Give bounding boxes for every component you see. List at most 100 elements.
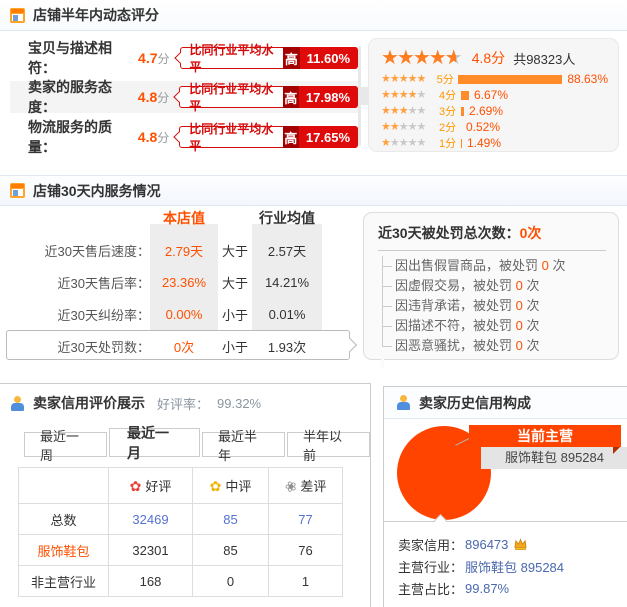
shop-icon [10, 7, 25, 23]
mini-stars-icon: ★★★★★ [381, 88, 426, 101]
stat-label: 主营占比： [398, 581, 464, 597]
service-row-penalty-count: 近30天处罚数： 0次 小于 1.93次 [0, 332, 330, 360]
comparator: 大于 [221, 275, 248, 291]
penalty-count: 0 [515, 298, 523, 313]
dist-bar [457, 74, 563, 84]
dist-bar [461, 106, 464, 116]
score-row-logistics: 物流服务的质量： 4.8 分 比同行业平均水平 高 17.65% [0, 119, 358, 155]
compare-percent: 11.60% [299, 47, 357, 69]
table-row-total: 总数 32469 85 77 [18, 503, 343, 535]
table-row-non-main: 非主营行业 168 0 1 [18, 565, 343, 597]
callout-right-arrow [342, 337, 358, 353]
time-range-tabs: 最近一周 最近一月 最近半年 半年以前 [22, 425, 370, 463]
comparator: 小于 [221, 307, 248, 323]
penalty-suffix: 次 [526, 298, 540, 313]
positive-rate-value: 99.32% [217, 395, 262, 411]
main-category-value: 服饰鞋包 895284 [481, 447, 627, 469]
panel-title: 卖家历史信用构成 [419, 394, 531, 411]
total-positive[interactable]: 32469 [108, 503, 193, 535]
rating-dist-row-5: ★★★★★ 5分 88.63% [381, 71, 608, 87]
section-header-dynamic-score: 店铺半年内动态评分 [0, 0, 627, 31]
score-value: 4.8 [137, 89, 158, 105]
penalty-count: 0 [515, 318, 523, 333]
penalty-count: 0 [515, 338, 523, 353]
rating-dist-row-4: ★★★★★ 4分 6.67% [381, 87, 608, 103]
credit-history-panel: 卖家历史信用构成 当前主营 服饰鞋包 895284 卖家信用： 896473 主… [383, 386, 627, 607]
service-label: 近30天纠纷率： [57, 307, 150, 323]
dist-bar [461, 138, 462, 148]
penalty-total: 0次 [519, 225, 542, 241]
cell-value: 32301 [108, 534, 193, 566]
score-label: 宝贝与描述相符： [28, 40, 112, 76]
dist-percent: 1.49% [467, 136, 502, 150]
crown-icon [513, 537, 528, 552]
empty-header-cell [18, 467, 109, 504]
tab-last-week[interactable]: 最近一周 [24, 429, 108, 463]
service-row-aftersale-speed: 近30天售后速度： 2.79天 大于 2.57天 [0, 236, 330, 264]
cell-value: 76 [268, 534, 343, 566]
penalty-item: 因描述不符，被处罚 0 次 [383, 316, 606, 336]
tab-last-month[interactable]: 最近一月 [109, 425, 200, 461]
penalty-suffix: 次 [526, 338, 540, 353]
score-label: 物流服务的质量： [28, 119, 112, 155]
penalty-suffix: 次 [526, 318, 540, 333]
higher-badge: 高 [283, 47, 300, 69]
service-row-dispute-rate: 近30天纠纷率： 0.00% 小于 0.01% [0, 300, 330, 328]
rating-summary-box: ★★★★ ★ ★ 4.8分 共98323人 ★★★★★ 5分 88.63% ★★★★… [368, 38, 619, 152]
current-main-category-banner: 当前主营 [469, 425, 621, 447]
stat-label: 卖家信用： [398, 537, 464, 553]
total-neutral[interactable]: 85 [192, 503, 269, 535]
mini-stars-icon: ★★★★★ [381, 104, 426, 117]
industry-value: 2.57天 [267, 243, 307, 259]
stat-value: 99.87% [465, 580, 510, 596]
column-header-industry: 行业均值 [259, 210, 315, 226]
panel-title: 卖家信用评价展示 [33, 395, 145, 411]
star-rating-icon: ★★★★ [381, 47, 447, 69]
rating-table: ✿ 好评 ✿ 中评 ❀差评 总数 32469 85 77 服饰鞋包 32301 85… [18, 467, 343, 597]
dist-label: 3分 [439, 106, 457, 118]
shop-value: 2.79天 [164, 243, 204, 259]
seller-avatar-icon [396, 395, 411, 410]
compare-percent: 17.65% [298, 126, 357, 148]
penalty-suffix: 次 [526, 278, 540, 293]
tab-before-half-year[interactable]: 半年以前 [286, 429, 370, 463]
header-positive: ✿ 好评 [108, 467, 193, 504]
comparator: 小于 [221, 339, 248, 355]
stat-label: 主营行业： [398, 559, 464, 575]
higher-badge: 高 [282, 86, 299, 108]
industry-compare-badge: 比同行业平均水平 高 17.65% [173, 122, 358, 153]
industry-value: 14.21% [264, 274, 310, 290]
penalty-item: 因出售假冒商品，被处罚 0 次 [383, 256, 606, 276]
section-header-30day-service: 店铺30天内服务情况 [0, 175, 627, 206]
mini-stars-icon: ★★★★★ [381, 120, 426, 133]
dist-label: 2分 [439, 122, 457, 134]
penalty-text: 因虚假交易，被处罚 [395, 278, 513, 293]
shop-value: 0.00% [165, 306, 203, 322]
credit-stats: 卖家信用： 896473 主营行业： 服饰鞋包 895284 主营占比： 99.… [398, 533, 564, 599]
penalty-text: 因恶意骚扰，被处罚 [395, 338, 513, 353]
divider [384, 521, 627, 522]
service-row-aftersale-rate: 近30天售后率： 23.36% 大于 14.21% [0, 268, 330, 296]
service-label: 近30天售后率： [57, 275, 150, 291]
mini-stars-icon: ★★★★★ [381, 136, 426, 149]
penalty-suffix: 次 [552, 258, 566, 273]
header-label: 好评 [145, 479, 172, 494]
score-row-description: 宝贝与描述相符： 4.7 分 比同行业平均水平 高 11.60% [0, 40, 358, 76]
dist-label: 1分 [439, 138, 457, 150]
overall-rating-row: ★★★★ ★ ★ 4.8分 共98323人 [381, 45, 608, 71]
stat-seller-credit: 卖家信用： 896473 [398, 533, 564, 555]
score-unit: 分 [157, 51, 170, 66]
penalty-count: 0 [515, 278, 523, 293]
section-title: 店铺30天内服务情况 [33, 182, 161, 199]
rating-dist-row-2: ★★★★★ 2分 0.52% [381, 119, 608, 135]
score-value: 4.7 [138, 50, 158, 66]
stat-main-category: 主营行业： 服饰鞋包 895284 [398, 555, 564, 577]
compare-text: 比同行业平均水平 [189, 122, 274, 153]
credit-evaluation-panel: 卖家信用评价展示 好评率： 99.32% 最近一周 最近一月 最近半年 半年以前… [0, 383, 371, 607]
penalty-detail-box: 近30天被处罚总次数：0次 因出售假冒商品，被处罚 0 次 因虚假交易，被处罚 … [363, 212, 619, 367]
row-label: 总数 [18, 503, 109, 535]
tab-last-half-year[interactable]: 最近半年 [201, 429, 285, 463]
cell-value: 1 [268, 565, 343, 597]
total-negative[interactable]: 77 [268, 503, 343, 535]
